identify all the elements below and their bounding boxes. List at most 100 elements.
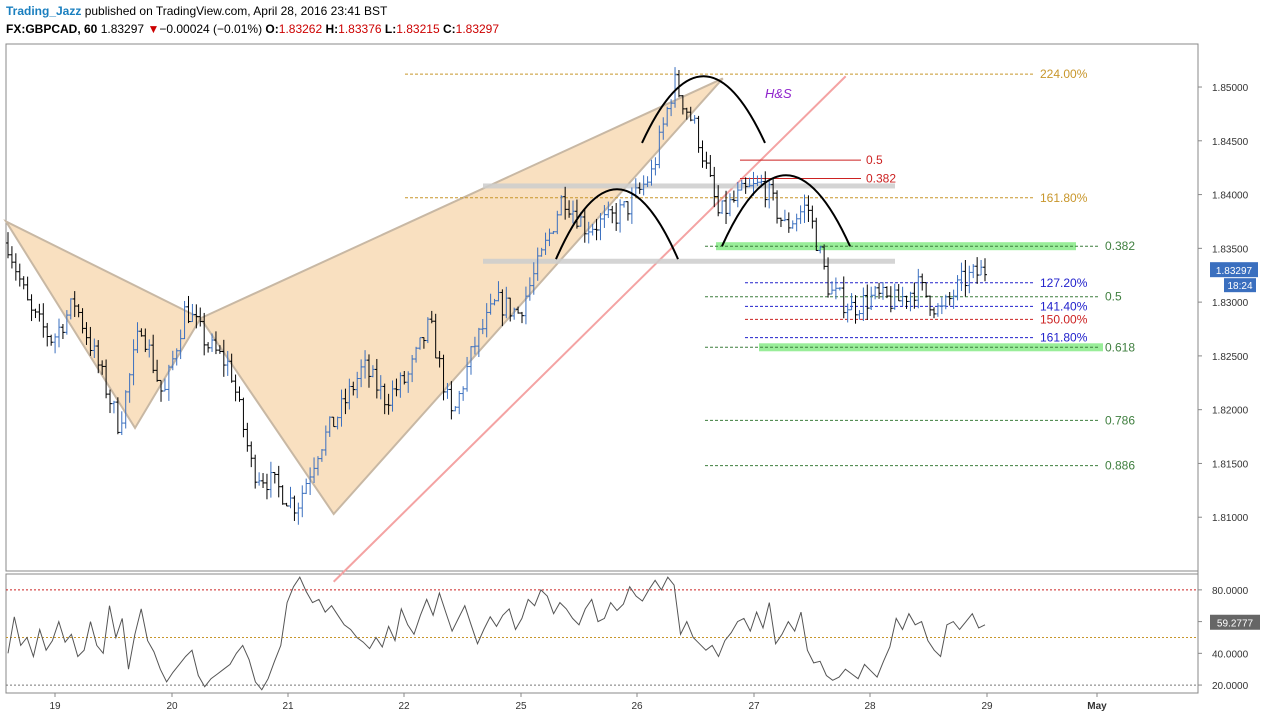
open-value: 1.83262 [278, 22, 323, 36]
ohlc-bar [366, 354, 371, 388]
low-label: L: [384, 22, 397, 36]
ohlc-bar [708, 154, 713, 178]
publish-header: Trading_Jazz published on TradingView.co… [6, 4, 387, 18]
ohlc-bar [410, 354, 415, 383]
ohlc-bar [21, 276, 26, 290]
ohlc-bar [355, 371, 360, 399]
ohlc-bar [370, 365, 375, 378]
ohlc-bar [873, 285, 878, 300]
ohlc-bar [527, 277, 532, 301]
ohlc-bar [155, 359, 160, 382]
fib-level-label: 224.00% [1040, 67, 1088, 81]
ohlc-bar [520, 311, 525, 324]
ohlc-bar [543, 232, 548, 255]
ohlc-bar [488, 293, 493, 315]
ohlc-bar [669, 99, 674, 117]
symbol-label[interactable]: FX:GBPCAD, 60 [6, 22, 98, 36]
ohlc-bar [676, 70, 681, 98]
ohlc-bar [892, 283, 897, 310]
fib-level-label: 0.786 [1105, 413, 1135, 427]
ohlc-bar [916, 268, 921, 309]
neckline-zone-lower [483, 258, 895, 264]
ohlc-bar [975, 257, 980, 284]
ohlc-bar [602, 205, 607, 228]
high-label: H: [325, 22, 339, 36]
ohlc-bar [17, 263, 22, 287]
ohlc-bar [433, 313, 438, 359]
ohlc-bar [33, 308, 38, 319]
ohlc-bar [237, 386, 242, 402]
ohlc-bar [398, 372, 403, 398]
ohlc-bar [896, 284, 901, 302]
ohlc-bar [453, 406, 458, 412]
ohlc-bar [437, 350, 442, 368]
ohlc-bar [959, 262, 964, 291]
ohlc-bar [665, 106, 670, 127]
ohlc-bar [272, 472, 277, 484]
ohlc-bar [771, 177, 776, 201]
ohlc-bar [516, 306, 521, 314]
ohlc-bar [692, 115, 697, 124]
author-link[interactable]: Trading_Jazz [6, 4, 82, 18]
ohlc-bar [300, 485, 305, 518]
ohlc-bar [818, 245, 823, 254]
rsi-last-badge [1210, 614, 1260, 630]
ohlc-bar [374, 358, 379, 399]
ohlc-bar [76, 304, 81, 318]
ohlc-bar [622, 201, 627, 208]
publish-text: published on TradingView.com, April 28, … [84, 4, 388, 18]
ohlc-bar [174, 348, 179, 366]
ohlc-bar [461, 386, 466, 401]
ohlc-bar [547, 228, 552, 247]
right-shoulder-arc [721, 174, 851, 247]
ohlc-bar [139, 328, 144, 337]
ohlc-bar [127, 373, 132, 403]
ohlc-bar [312, 457, 317, 484]
ohlc-bar [523, 286, 528, 325]
ohlc-bar [508, 297, 513, 322]
ohlc-bar [951, 289, 956, 309]
ohlc-bar [241, 397, 246, 438]
ohlc-bar [206, 342, 211, 353]
ohlc-bar [319, 449, 324, 462]
y-tick-label: 1.83500 [1212, 244, 1249, 255]
ohlc-bar [166, 364, 171, 401]
ohlc-bar [567, 200, 572, 218]
rsi-last-label: 59.2777 [1217, 619, 1254, 630]
close-label: C: [442, 22, 456, 36]
ohlc-bar [394, 378, 399, 397]
ohlc-bar [202, 312, 207, 356]
ohlc-bar [935, 303, 940, 317]
ohlc-bar [700, 140, 705, 168]
ohlc-bar [571, 200, 576, 224]
low-value: 1.83215 [396, 22, 440, 36]
ohlc-bar [778, 217, 783, 228]
ohlc-bar [492, 298, 497, 306]
ohlc-bar [904, 295, 909, 309]
ohlc-bar [673, 67, 678, 108]
ohlc-bar [162, 378, 167, 392]
ohlc-bar [724, 190, 729, 225]
ohlc-bar [531, 262, 536, 295]
ohlc-bar [610, 205, 615, 224]
ohlc-bar [210, 333, 215, 352]
ohlc-bar [257, 472, 262, 486]
ohlc-bar [798, 205, 803, 224]
ohlc-bar [88, 326, 93, 356]
ohlc-bar [614, 203, 619, 231]
left-shoulder-arc [555, 188, 679, 260]
x-tick-label: 19 [49, 701, 61, 712]
ohlc-bar [445, 382, 450, 399]
ohlc-bar [637, 182, 642, 194]
ohlc-bar [653, 157, 658, 176]
ohlc-bar [739, 179, 744, 191]
ohlc-bar [178, 329, 183, 360]
ohlc-bar [288, 486, 293, 509]
ohlc-bar [9, 246, 14, 269]
ohlc-bar [304, 478, 309, 495]
ohlc-bar [559, 195, 564, 216]
fib-level-label: 161.80% [1040, 191, 1088, 205]
ohlc-bar [645, 176, 650, 188]
ohlc-bar [347, 378, 352, 410]
